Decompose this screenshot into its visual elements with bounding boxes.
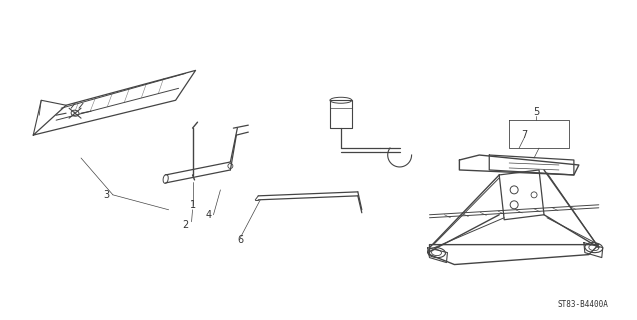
Text: 6: 6 (237, 235, 243, 245)
Text: 7: 7 (521, 130, 527, 140)
Text: 1: 1 (189, 200, 196, 210)
Text: 4: 4 (205, 210, 211, 220)
Text: 3: 3 (103, 190, 109, 200)
Bar (330, 100, 352, 128)
Text: 2: 2 (182, 220, 189, 230)
Text: 5: 5 (533, 107, 539, 117)
Text: ST83-B4400A: ST83-B4400A (558, 300, 609, 309)
